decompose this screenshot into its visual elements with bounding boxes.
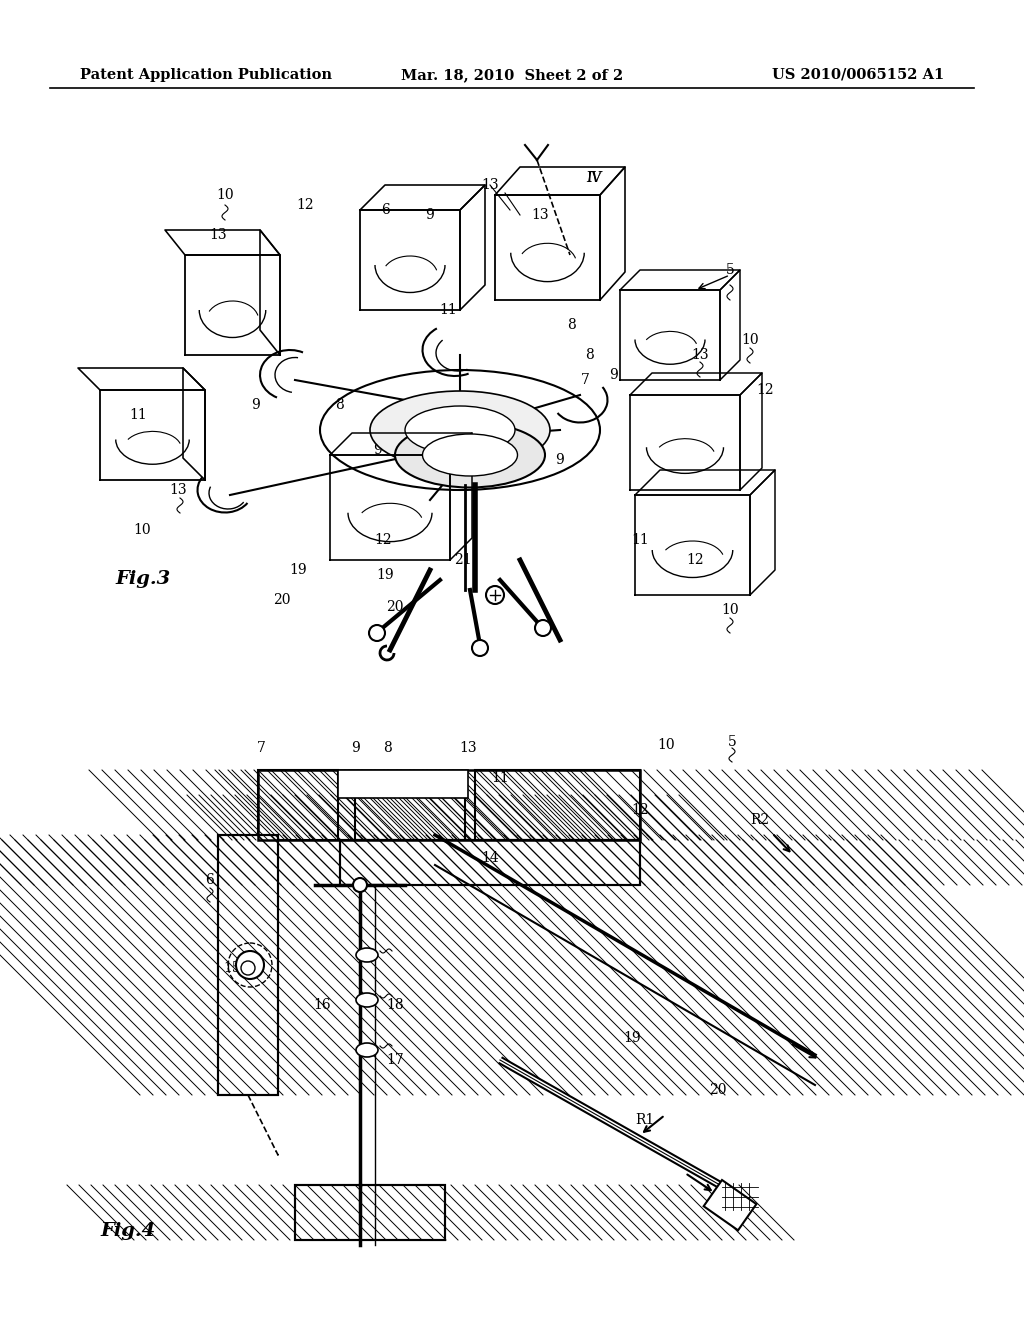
Circle shape [472,640,488,656]
Bar [258,770,338,840]
Text: 8: 8 [384,741,392,755]
Ellipse shape [423,434,517,477]
Ellipse shape [395,422,545,487]
Ellipse shape [356,1043,378,1057]
Text: 7: 7 [581,374,590,387]
Bar [218,836,278,1096]
Text: 12: 12 [631,803,649,817]
Text: F: F [419,771,429,785]
Bar [218,836,278,1096]
Text: R2: R2 [751,813,770,828]
Text: 13: 13 [209,228,226,242]
Ellipse shape [406,407,515,454]
Bar [355,795,465,840]
Text: 9: 9 [374,444,382,457]
Text: 11: 11 [492,771,509,785]
Text: 6: 6 [206,873,214,887]
Text: 16: 16 [313,998,331,1012]
Text: 10: 10 [721,603,738,616]
Text: 10: 10 [741,333,759,347]
Text: Fig.3: Fig.3 [115,570,170,587]
Text: 13: 13 [481,178,499,191]
Text: R1: R1 [635,1113,654,1127]
Text: 10: 10 [216,187,233,202]
Circle shape [486,586,504,605]
Text: 19: 19 [376,568,394,582]
Text: 12: 12 [756,383,774,397]
Text: 13: 13 [691,348,709,362]
Text: 9: 9 [608,368,617,381]
Text: 13: 13 [459,741,477,755]
Text: 5: 5 [728,735,736,748]
Text: 14: 14 [481,851,499,865]
Text: 10: 10 [133,523,151,537]
Circle shape [535,620,551,636]
Text: 19: 19 [624,1031,641,1045]
Text: 8: 8 [567,318,577,333]
Text: IV: IV [587,172,602,185]
Text: 13: 13 [169,483,186,498]
Text: 9: 9 [424,447,432,462]
Text: 9: 9 [556,453,564,467]
Text: 19: 19 [289,564,307,577]
Text: 11: 11 [631,533,649,546]
Text: Mar. 18, 2010  Sheet 2 of 2: Mar. 18, 2010 Sheet 2 of 2 [400,69,624,82]
Text: US 2010/0065152 A1: US 2010/0065152 A1 [772,69,944,82]
Text: 12: 12 [374,533,392,546]
Bar [295,1185,445,1239]
Text: 11: 11 [129,408,146,422]
Circle shape [369,624,385,642]
Text: 20: 20 [710,1082,727,1097]
Text: 15: 15 [223,961,241,975]
Ellipse shape [356,948,378,962]
Text: 20: 20 [273,593,291,607]
Text: Patent Application Publication: Patent Application Publication [80,69,332,82]
Text: 11: 11 [439,304,457,317]
Text: 7: 7 [257,741,265,755]
Text: 8: 8 [336,399,344,412]
Text: 12: 12 [296,198,313,213]
Bar [340,840,640,884]
Text: 9: 9 [426,209,434,222]
Bar [475,770,640,840]
Text: 18: 18 [386,998,403,1012]
Text: IV: IV [587,172,602,185]
Bar [258,770,640,840]
Bar [295,1185,445,1239]
Ellipse shape [370,391,550,469]
Text: 10: 10 [657,738,675,752]
Text: 17: 17 [386,1053,403,1067]
Text: 9: 9 [251,399,259,412]
Text: 8: 8 [586,348,594,362]
Bar [338,770,468,799]
Bar [703,1180,757,1230]
Ellipse shape [356,993,378,1007]
Text: 13: 13 [531,209,549,222]
Text: 9: 9 [350,741,359,755]
Text: 14: 14 [494,447,511,462]
Circle shape [353,878,367,892]
Bar [340,840,640,884]
Text: 21: 21 [455,553,472,568]
Text: 5: 5 [726,263,734,277]
Circle shape [236,950,264,979]
Text: 6: 6 [381,203,389,216]
Text: Fig.4: Fig.4 [100,1222,156,1239]
Text: 20: 20 [386,601,403,614]
Text: 12: 12 [686,553,703,568]
